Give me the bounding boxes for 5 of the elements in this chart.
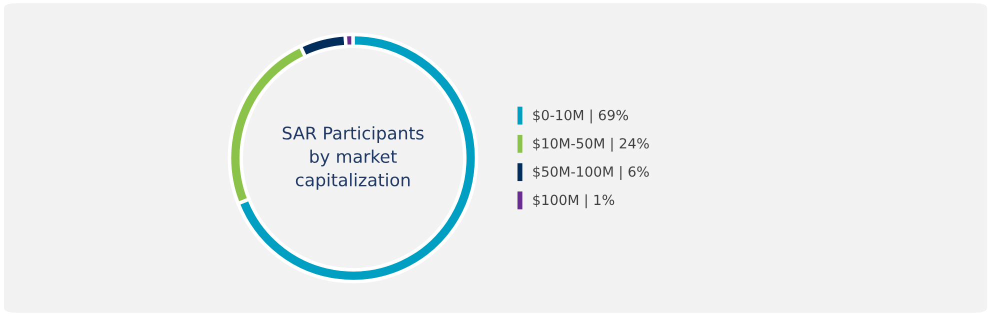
text: SAR Participants by market capitalization [282, 126, 424, 190]
legend-label: $100M | 1% [533, 194, 614, 208]
legend-label: $0-10M | 69% [533, 110, 628, 124]
legend-label: $10M-50M | 24% [533, 138, 649, 152]
legend-label: $50M-100M | 6% [533, 166, 649, 180]
